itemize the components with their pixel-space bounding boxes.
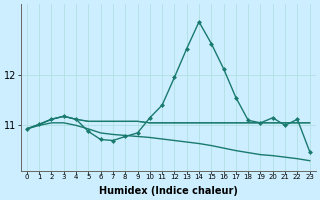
X-axis label: Humidex (Indice chaleur): Humidex (Indice chaleur): [99, 186, 238, 196]
